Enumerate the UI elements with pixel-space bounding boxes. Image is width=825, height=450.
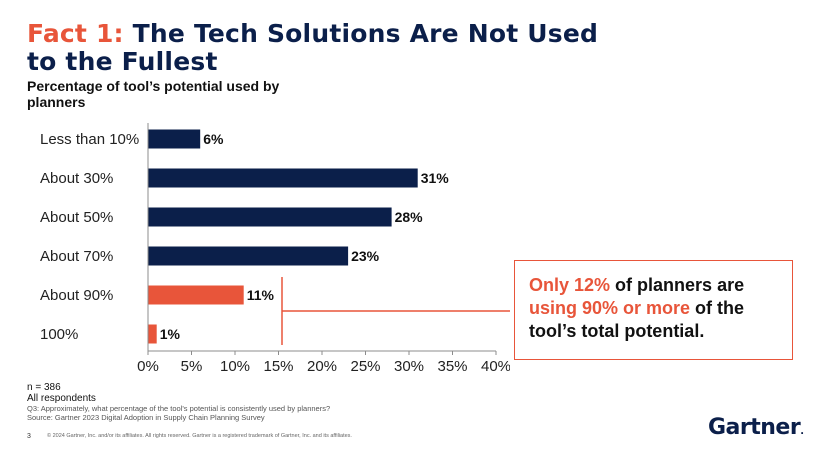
bar [148,324,157,344]
sample-size: n = 386 [27,382,61,393]
x-tick-label: 15% [263,358,293,375]
callout-box: Only 12% of planners are using 90% or mo… [514,260,793,360]
data-label: 1% [160,326,181,342]
category-label: About 90% [40,287,113,304]
callout-text: of the tool’s total potential. [529,298,745,341]
bars-layer: Less than 10% 6% About 30% 31% About 50% 28% A… [40,123,510,375]
callout-text: of planners are [610,275,745,295]
footer-notes: n = 386 All respondents Q3: Approximatel… [27,382,330,422]
bar [148,207,392,227]
callout-highlight: Only 12% [529,275,611,295]
x-tick-label: 20% [307,358,337,375]
category-label: About 30% [40,170,113,187]
data-label: 23% [351,248,380,264]
x-tick-label: 35% [437,358,467,375]
page-title: Fact 1: The Tech Solutions Are Not Used … [27,20,598,76]
data-label: 28% [395,209,424,225]
category-label: About 70% [40,248,113,265]
x-tick-label: 40% [481,358,510,375]
title-fact-label: Fact 1: [27,19,124,48]
bar [148,168,418,188]
gartner-logo: Gartner. [708,415,804,440]
title-text: The Tech Solutions Are Not Used [132,19,599,48]
bar [148,246,349,266]
copyright: © 2024 Gartner, Inc. and/or its affiliat… [47,433,352,439]
data-label: 31% [421,170,450,186]
page-number: 3 [27,433,31,440]
x-tick-label: 25% [350,358,380,375]
x-tick-label: 0% [137,358,159,375]
x-tick-label: 10% [220,358,250,375]
bar [148,285,244,305]
category-label: About 50% [40,209,113,226]
bar [148,129,201,149]
x-tick-label: 30% [394,358,424,375]
source-note: Source: Gartner 2023 Digital Adoption in… [27,413,265,422]
category-label: Less than 10% [40,131,139,148]
respondents-note: All respondents [27,393,96,404]
title-line2: to the Fullest [27,47,218,76]
callout-highlight: using 90% or more [529,298,691,318]
data-label: 11% [247,287,275,303]
bar-chart: Less than 10% 6% About 30% 31% About 50% 28% A… [40,123,510,375]
question-note: Q3: Approximately, what percentage of th… [27,404,331,413]
x-tick-label: 5% [181,358,203,375]
category-label: 100% [40,326,78,343]
chart-subtitle: Percentage of tool’s potential used by p… [27,78,280,110]
data-label: 6% [203,131,224,147]
